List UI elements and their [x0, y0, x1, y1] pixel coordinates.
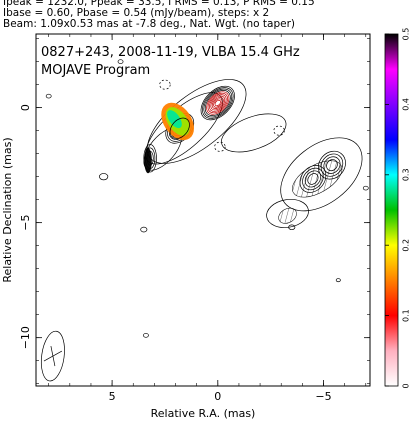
x-tick-label: −5	[315, 390, 331, 403]
isolated-contour	[362, 185, 369, 191]
polarization-blob	[144, 147, 152, 174]
component-contour-outer-jet-1	[299, 165, 327, 193]
negative-contour	[214, 141, 226, 152]
colorbar-tick-label: 0.5	[402, 28, 409, 41]
contour-layer	[45, 59, 369, 338]
y-tick-label: −5	[19, 215, 32, 231]
component-contour-core	[200, 85, 235, 121]
negative-contour	[159, 79, 171, 90]
isolated-contour	[117, 59, 124, 64]
component-contour-core	[203, 88, 233, 118]
isolated-contour	[143, 333, 149, 338]
component-contour-outer-jet-2	[323, 156, 341, 174]
header-line-1: Ipeak = 1232.0, Ppeak = 33.5, I RMS = 0.…	[3, 0, 315, 8]
isolated-contour	[99, 173, 109, 181]
envelope-contour	[266, 199, 309, 228]
component-contour-jet-base	[143, 144, 157, 173]
header-line-2: Ibase = 0.60, Pbase = 0.54 (mJy/beam), s…	[3, 7, 270, 19]
envelope-contour	[221, 113, 287, 153]
component-contour-core	[214, 99, 221, 107]
component-contour-core	[207, 92, 228, 114]
component-contour-core	[204, 90, 231, 116]
y-axis-label: Relative Declination (mas)	[1, 137, 14, 282]
component-contour-outer-jet-2	[318, 150, 346, 180]
colorbar-tick-label: 0.3	[402, 168, 409, 181]
x-axis-ticks: 5 0 −5	[48, 34, 367, 403]
polarization-blob	[167, 110, 182, 129]
colorbar-ticks: 0 0.1 0.2 0.3 0.4 0.5	[385, 28, 409, 389]
hatched-region	[278, 207, 297, 224]
beam-marker	[40, 330, 65, 382]
beam-ellipse	[40, 330, 65, 382]
isolated-contour	[140, 226, 148, 233]
component-contour-core	[210, 95, 226, 111]
colorbar-tick-label: 0.1	[402, 309, 409, 322]
beam-cross-line	[50, 346, 56, 367]
component-contour-core	[209, 94, 227, 112]
x-tick-label: 0	[214, 390, 221, 403]
component-contour-core	[202, 87, 234, 119]
x-axis-label: Relative R.A. (mas)	[151, 407, 256, 420]
component-contour-outer-jet-2	[326, 159, 338, 172]
component-contour-core	[213, 98, 223, 108]
isolated-contour	[45, 93, 52, 99]
colorbar-tick-label: 0	[402, 383, 409, 388]
component-contour-outer-jet-2	[320, 153, 344, 177]
colorbar	[384, 33, 399, 387]
x-tick-label: 5	[109, 390, 116, 403]
component-contour-core	[211, 97, 224, 109]
envelope-contour	[280, 137, 363, 212]
plot-frame	[35, 33, 371, 387]
component-contour-outer-jet-1	[307, 173, 319, 185]
colorbar-tick-label: 0.4	[402, 98, 409, 111]
chart-subtitle: MOJAVE Program	[41, 63, 150, 78]
colorbar-tick-label: 0.2	[402, 239, 409, 252]
component-contour-inner-jet	[169, 117, 190, 139]
polarization-layer	[144, 102, 194, 174]
negative-contour	[273, 125, 285, 136]
isolated-contour	[288, 224, 296, 231]
component-contour-core	[206, 91, 230, 115]
y-axis-ticks: 0 −5 −10	[19, 38, 370, 384]
component-contour-outer-jet-1	[304, 170, 322, 188]
component-contour-outer-jet-1	[302, 167, 324, 191]
y-tick-label: −10	[19, 326, 32, 349]
y-tick-label: 0	[19, 104, 32, 111]
isolated-contour	[335, 278, 341, 283]
chart-title: 0827+243, 2008-11-19, VLBA 15.4 GHz	[41, 45, 300, 60]
header-line-3: Beam: 1.09x0.53 mas at -7.8 deg., Nat. W…	[3, 18, 296, 30]
